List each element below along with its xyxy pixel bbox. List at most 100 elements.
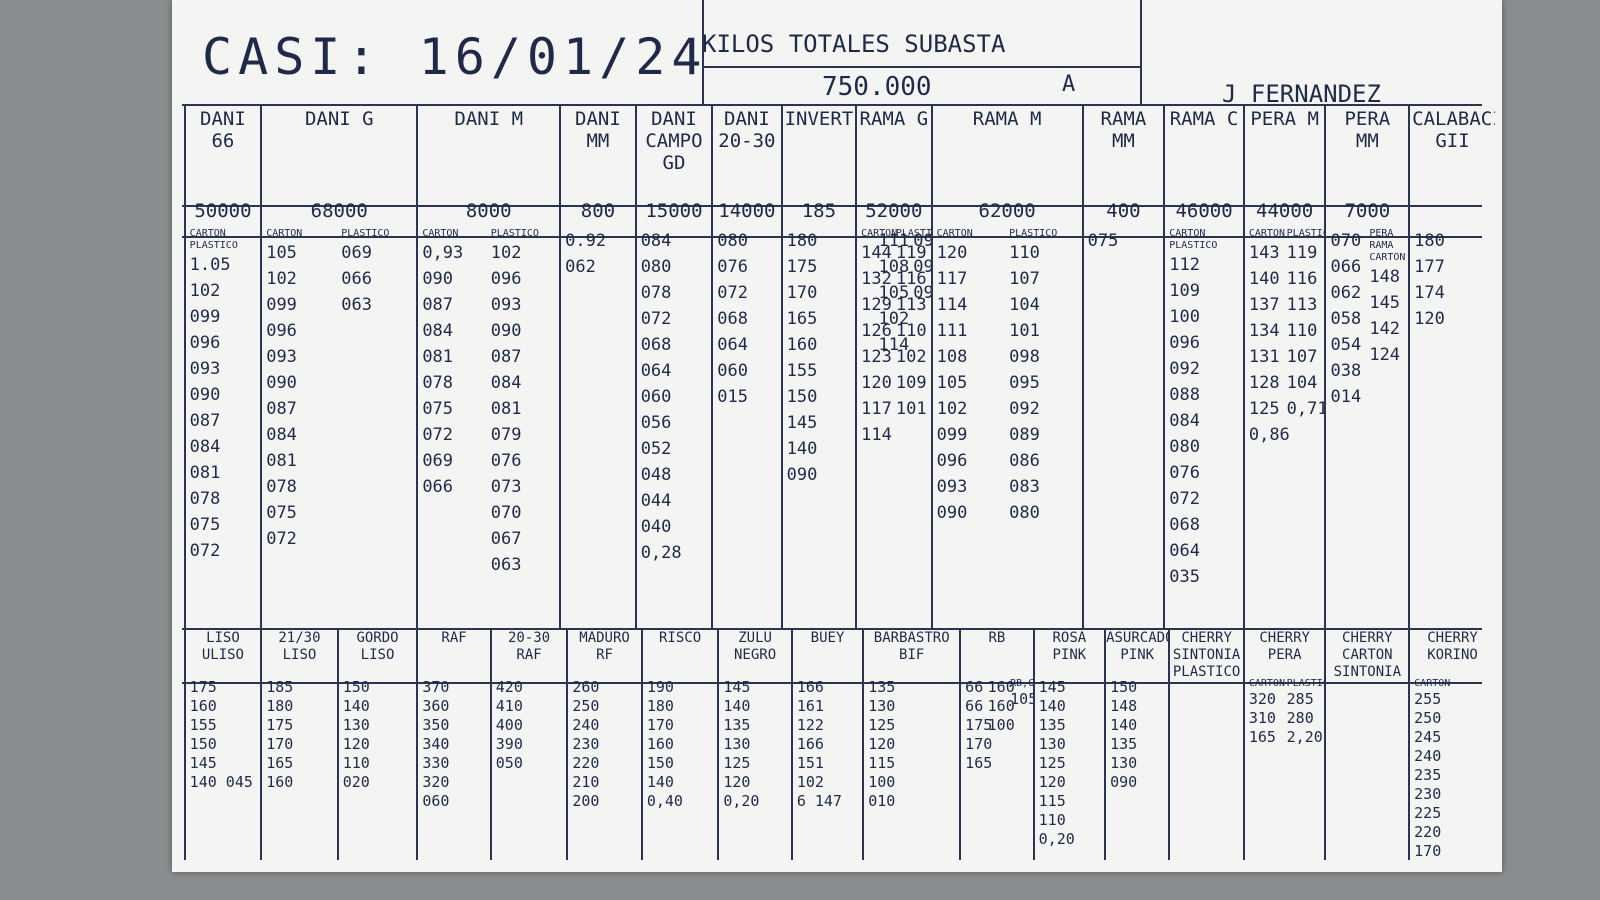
price-groups: 084 080 078 072 068 064 060 056 052 048 044 040 0,28 [637, 226, 712, 568]
price: 135 [1038, 716, 1066, 734]
price: 102 [936, 399, 968, 419]
price: 120 [1038, 773, 1066, 791]
price: 104 [1286, 373, 1318, 393]
price-groups: CARTON PLASTICO 1.05 102 099 096 093 090 087 084… [186, 226, 261, 566]
price-group: CARTON 105 102 099 096 093 090 087 084 081 078 075 0… [266, 228, 337, 552]
price: 090 [266, 373, 297, 393]
price: 160 [786, 335, 818, 355]
price: 102 [878, 309, 910, 329]
price: 102 [189, 281, 221, 301]
header-divider [1140, 0, 1142, 104]
price: 084 [266, 425, 297, 445]
price: 117 [936, 269, 968, 289]
price-group: CARTON 320 310 165 [1248, 678, 1285, 747]
price-group: 111 108 105 102 114 [878, 228, 910, 448]
price: 100 [868, 773, 896, 791]
price: 165 [786, 309, 818, 329]
price-group: 075 [1088, 228, 1160, 254]
upper-column: DANI G 68000 CARTON 105 102 099 096 093 090 087 08… [260, 106, 416, 628]
price: 064 [640, 361, 672, 381]
price: 220 [572, 754, 600, 772]
price: 076 [490, 451, 522, 471]
group-label: CARTON [266, 228, 303, 239]
price: 087 [189, 411, 221, 431]
price-groups [1326, 676, 1408, 680]
price: 090 [786, 465, 818, 485]
group-label: CARTON [861, 228, 898, 239]
price: 400 [495, 716, 523, 734]
price: 125 [723, 754, 751, 772]
price-group: 145 140 135 130 125 120 0,20 [723, 678, 786, 811]
column-name: 20-30 RAF [507, 630, 551, 663]
price: 084 [640, 231, 672, 251]
price: 150 [646, 754, 674, 772]
price: 140 [786, 439, 818, 459]
price: 068 [1169, 515, 1200, 535]
price: 140 045 [189, 773, 253, 791]
price-groups: CARTON320310165PLASTICO2852802,20 [1245, 676, 1325, 749]
price: 125 [1248, 399, 1280, 419]
upper-column: RAMA MM 400 075 [1081, 106, 1164, 628]
price: 090 [1110, 773, 1138, 791]
price: 109 [1169, 281, 1200, 301]
price: 150 [189, 735, 217, 753]
upper-column: DANI CAMPO GD 15000 084 080 078 072 068 064 060 0… [634, 106, 712, 628]
price: 160 [987, 678, 1015, 696]
price: 100 [1169, 307, 1200, 327]
price-groups: 145 140 135 130 125 120 115 110 0,20 [1035, 676, 1104, 851]
price: 145 [723, 678, 751, 696]
price-group: PLASTICO 069 066 063 [341, 228, 412, 552]
price: 320 [1248, 690, 1276, 708]
price-group: 180 177 174 120 [1414, 228, 1491, 332]
price: 081 [422, 347, 454, 367]
lower-column: BUEY 166 161 122 166 151 102 6 147 [790, 630, 862, 860]
price: 076 [1169, 463, 1200, 483]
price: 250 [1414, 709, 1442, 727]
price: 114 [936, 295, 968, 315]
price: 064 [717, 335, 748, 355]
price: 180 [266, 697, 294, 715]
price: 070 [490, 503, 522, 523]
upper-column: PERA M 44000 CARTON 143 140 137 134 131 128 125 0,… [1242, 106, 1324, 628]
price: 078 [266, 477, 297, 497]
price: 120 [861, 373, 892, 393]
price: 110 [1286, 321, 1318, 341]
price: 095 [913, 257, 930, 277]
price-groups: 075 [1084, 226, 1164, 256]
price-groups: CARTON 144 132 129 126 123 120 117 114 111 108 105 1… [857, 226, 931, 450]
price: 076 [717, 257, 748, 277]
column-kilos: 50000 [194, 200, 252, 222]
column-name: DANI CAMPO GD [645, 108, 703, 174]
price-group: 420 410 400 390 050 [496, 678, 563, 773]
price: 111 [936, 321, 968, 341]
price-group: 180 175 170 165 160 155 150 145 140 090 [787, 228, 851, 488]
price: 420 [495, 678, 523, 696]
column-name: DANI G [304, 108, 374, 130]
kilos-total: 750.000 [822, 72, 932, 102]
price: 0,20 [723, 792, 760, 810]
price: 166 [796, 735, 824, 753]
price: 240 [1414, 747, 1442, 765]
price: 220 [1414, 823, 1442, 841]
price: 131 [1248, 347, 1280, 367]
price: 0.92 [565, 231, 607, 251]
price: 092 [1009, 399, 1040, 419]
price: 010 [868, 792, 896, 810]
price: 079 [490, 425, 522, 445]
column-kilos: 800 [580, 200, 616, 222]
column-name: RAMA M [972, 108, 1042, 130]
price: 078 [422, 373, 454, 393]
upper-column: PERA MM 7000 070 066 062 058 054 038 014 PERA RAM… [1324, 106, 1408, 628]
price: 280 [1286, 709, 1314, 727]
header-rule [702, 66, 1142, 68]
column-name: RAF [441, 630, 467, 646]
price: 107 [1286, 347, 1318, 367]
price: 180 [786, 231, 818, 251]
price: 165 [965, 754, 993, 772]
price-group: PLASTICO 119 116 113 110 102 109 101 [896, 228, 931, 448]
column-name: RB [988, 630, 1006, 646]
column-kilos: 7000 [1344, 200, 1391, 222]
price: 210 [572, 773, 600, 791]
price-groups: 370 360 350 340 330 320 060 [418, 676, 489, 813]
price-groups: 145 140 135 130 125 120 0,20 [719, 676, 790, 813]
